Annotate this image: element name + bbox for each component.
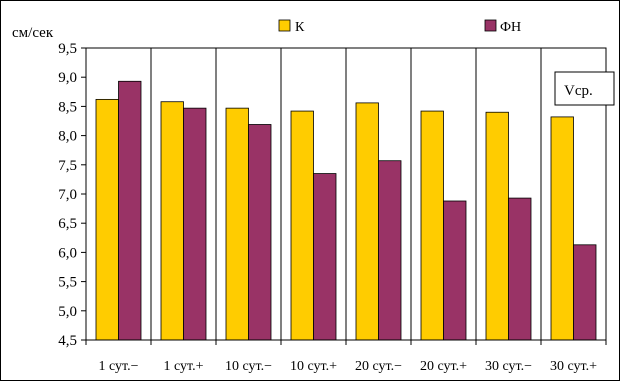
y-tick-label: 6,0 — [58, 245, 77, 261]
bar-fn — [508, 197, 532, 341]
y-axis: 4,5 5,0 5,5 6,0 6,5 7,0 7,5 8,0 8,5 9,0 9,5 — [58, 41, 86, 349]
bar-fn — [573, 244, 597, 341]
y-tick-label: 9,0 — [58, 70, 77, 86]
bar-k — [550, 116, 574, 341]
bar-fn — [248, 124, 272, 341]
x-tick-label: 10 сут.+ — [290, 359, 337, 374]
x-tick-label: 1 сут.+ — [164, 359, 204, 374]
y-tick-label: 9,5 — [58, 41, 77, 57]
legend-label-fn: ФН — [500, 20, 521, 35]
bar-fn — [443, 200, 467, 341]
bar-fn — [118, 80, 142, 341]
x-tick-label: 20 сут.− — [355, 359, 402, 374]
x-tick-label: 20 сут.+ — [420, 359, 467, 374]
y-tick-label: 8,5 — [58, 99, 77, 115]
bar-k — [420, 110, 444, 341]
bar-k — [485, 111, 509, 341]
bar-k — [225, 107, 249, 341]
bar-k — [160, 101, 184, 341]
legend-swatch-fn — [484, 19, 497, 32]
y-tick-label: 7,0 — [58, 187, 77, 203]
bar-k — [290, 110, 314, 341]
x-tick-label: 30 сут.− — [485, 359, 532, 374]
annotation-label: Vср. — [564, 83, 593, 99]
legend-swatch-k — [278, 19, 291, 32]
y-axis-label: см/сек — [12, 25, 54, 41]
bar-fn — [313, 173, 337, 341]
legend-label-k: К — [295, 20, 305, 35]
y-tick-label: 7,5 — [58, 158, 77, 174]
x-tick-label: 10 сут.− — [225, 359, 272, 374]
y-tick-label: 4,5 — [58, 333, 77, 349]
y-tick-label: 5,5 — [58, 275, 77, 291]
bar-fn — [378, 160, 402, 341]
legend: К ФН — [278, 19, 521, 35]
x-tick-label: 30 сут.+ — [550, 359, 597, 374]
y-tick-label: 5,0 — [58, 304, 77, 320]
category-separators — [150, 48, 542, 340]
annotation-box: Vср. — [554, 71, 615, 106]
bar-fn — [183, 107, 207, 341]
x-tick-label: 1 сут.− — [99, 359, 139, 374]
bars-layer — [95, 80, 597, 341]
bar-k — [355, 102, 379, 341]
y-tick-label: 8,0 — [58, 129, 77, 145]
x-axis: 1 сут.− 1 сут.+ 10 сут.− 10 сут.+ 20 сут.− 20… — [85, 340, 607, 374]
y-tick-label: 6,5 — [58, 216, 77, 232]
bar-k — [95, 98, 119, 341]
